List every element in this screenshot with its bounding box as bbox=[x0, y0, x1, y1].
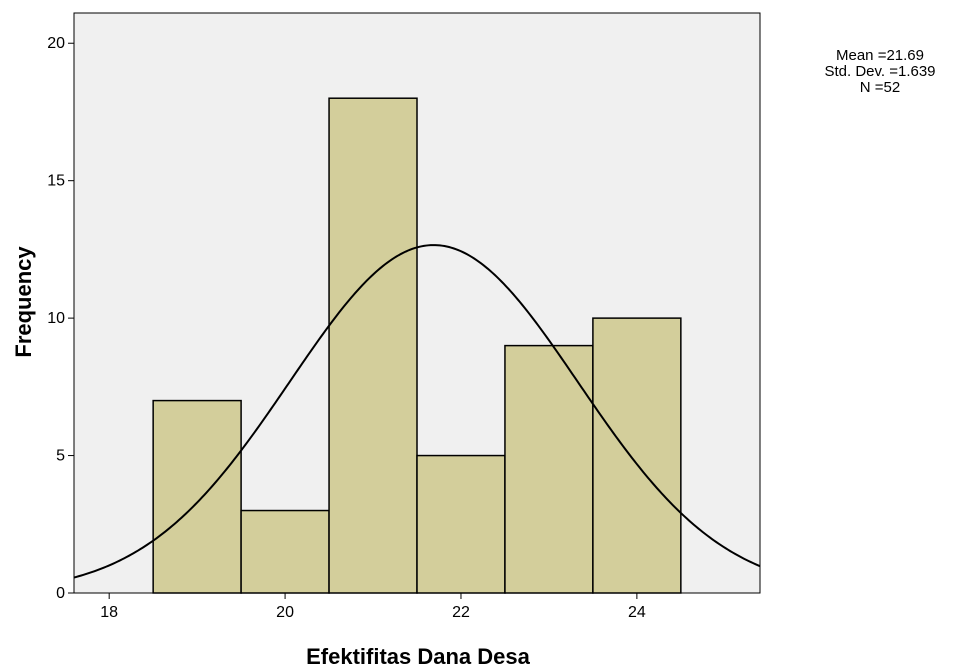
normal-curve bbox=[73, 244, 761, 579]
histogram-bar bbox=[416, 454, 506, 594]
x-tick-label: 18 bbox=[100, 604, 118, 621]
y-tick-label: 0 bbox=[56, 585, 65, 602]
std-dev-label: Std. Dev. =1.639 bbox=[824, 63, 936, 80]
x-tick-label: 24 bbox=[628, 604, 646, 621]
x-tick-label: 20 bbox=[276, 604, 294, 621]
y-tick-label: 20 bbox=[47, 35, 65, 52]
histogram-bar bbox=[504, 344, 594, 594]
y-axis: 0 5 10 15 20 bbox=[47, 35, 74, 602]
y-tick-label: 15 bbox=[47, 173, 65, 190]
x-axis-title: Efektifitas Dana Desa bbox=[306, 644, 531, 668]
histogram-bar bbox=[328, 97, 418, 594]
x-axis: 18 20 22 24 bbox=[100, 593, 646, 621]
plot-frame bbox=[73, 12, 761, 594]
histogram-bar bbox=[152, 399, 242, 594]
n-label: N =52 bbox=[859, 79, 901, 96]
histogram-bars bbox=[152, 97, 682, 594]
histogram-bar bbox=[240, 509, 330, 594]
y-tick-label: 10 bbox=[47, 310, 65, 327]
histogram-bar bbox=[592, 317, 682, 594]
y-axis-title: Frequency bbox=[11, 246, 36, 358]
statistics-legend: Mean =21.69 Std. Dev. =1.639 N =52 bbox=[790, 48, 953, 96]
mean-label: Mean =21.69 bbox=[836, 47, 924, 64]
x-tick-label: 22 bbox=[452, 604, 470, 621]
y-tick-label: 5 bbox=[56, 448, 65, 465]
